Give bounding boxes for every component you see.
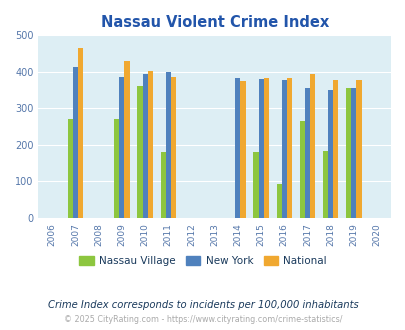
Bar (119, 77, 124, 218)
Bar (327, 90, 333, 218)
Bar (322, 151, 327, 218)
Bar (258, 79, 263, 218)
Text: Crime Index corresponds to incidents per 100,000 inhabitants: Crime Index corresponds to incidents per… (47, 300, 358, 310)
Bar (286, 78, 291, 218)
Bar (350, 88, 356, 218)
Bar (304, 88, 309, 218)
Bar (235, 79, 240, 218)
Bar (165, 72, 171, 218)
Bar (276, 184, 281, 218)
Bar (73, 67, 78, 218)
Bar (78, 48, 83, 218)
Bar (240, 81, 245, 218)
Bar (114, 118, 119, 218)
Bar (137, 86, 142, 218)
Bar (263, 78, 268, 218)
Bar (281, 80, 286, 218)
Bar (147, 71, 152, 218)
Bar (333, 80, 337, 218)
Legend: Nassau Village, New York, National: Nassau Village, New York, National (75, 252, 330, 270)
Bar (142, 75, 147, 218)
Bar (309, 75, 314, 218)
Bar (253, 152, 258, 218)
Title: Nassau Violent Crime Index: Nassau Violent Crime Index (100, 15, 328, 30)
Bar (356, 80, 360, 218)
Text: © 2025 CityRating.com - https://www.cityrating.com/crime-statistics/: © 2025 CityRating.com - https://www.city… (64, 315, 341, 324)
Bar (68, 119, 73, 218)
Bar (124, 61, 129, 218)
Bar (345, 88, 350, 218)
Bar (160, 152, 165, 218)
Bar (299, 121, 304, 218)
Bar (171, 77, 175, 218)
